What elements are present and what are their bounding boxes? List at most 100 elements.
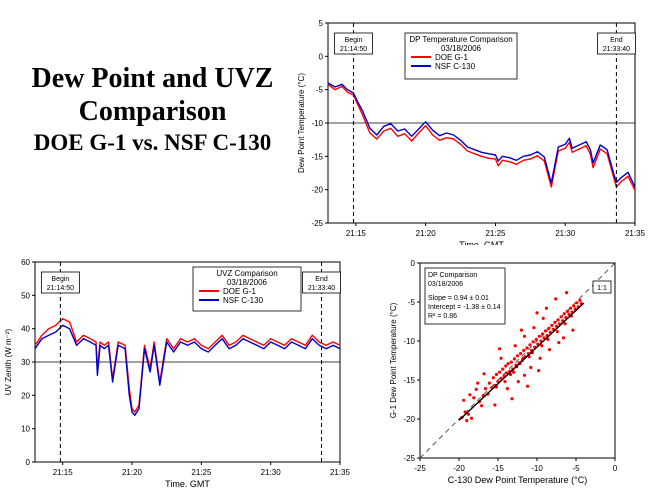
scatter-point — [515, 354, 520, 358]
scatter-point — [505, 371, 509, 375]
x-tick-label: 21:35 — [330, 468, 350, 477]
scatter-point — [487, 381, 491, 385]
scatter-point — [540, 344, 544, 348]
x-tick-label: -25 — [414, 464, 426, 473]
scatter-point — [554, 324, 559, 328]
y-tick-label: 20 — [21, 391, 30, 400]
x-axis-label: Time, GMT — [459, 240, 504, 245]
x-axis-label: Time, GMT — [165, 479, 210, 487]
scatter-point — [544, 306, 548, 310]
scatter-point — [519, 328, 523, 332]
legend-box — [192, 266, 302, 312]
scatter-point — [512, 370, 516, 374]
marker-time: 21:33:40 — [603, 46, 630, 53]
scatter-point — [472, 396, 476, 400]
scatter-point — [465, 419, 469, 423]
scatter-point — [537, 334, 541, 338]
dp-temperature-chart: 21:15 21:20 21:25 21:30 21:35 -25 -20 -15 -10 -5 0… — [297, 19, 646, 245]
scatter-point — [554, 297, 558, 301]
scatter-point — [468, 393, 472, 397]
y-tick-label: 50 — [21, 291, 30, 300]
scatter-point — [541, 316, 545, 320]
legend-title: UVZ Comparison — [216, 269, 277, 278]
scatter-point — [557, 341, 561, 345]
scatter-point — [504, 364, 508, 368]
dp-scatter-chart: -25 -20 -15 -10 -5 0 -25 -20 -15 -10 -5 0 C-130 Dew … — [389, 259, 618, 485]
y-axis-label: Dew Point Temperature (°C) — [297, 73, 306, 173]
scatter-point — [544, 329, 548, 333]
x-tick-label: 21:20 — [416, 229, 437, 238]
scatter-point — [519, 351, 523, 356]
scatter-point — [491, 376, 495, 380]
x-tick-label: 21:15 — [53, 468, 74, 477]
scatter-point — [513, 344, 517, 348]
scatter-point — [565, 309, 569, 313]
scatter-point — [512, 357, 516, 361]
scatter-point — [516, 380, 520, 384]
scatter-point — [535, 311, 539, 315]
title-line-2: Comparison — [78, 96, 227, 127]
y-axis-label: G-1 Dew Point Temperature (°C) — [389, 302, 398, 418]
x-tick-label: -15 — [492, 464, 504, 473]
y-tick-label: 10 — [21, 425, 30, 434]
legend-entry: NSF C-130 — [435, 62, 476, 71]
scatter-point — [528, 343, 532, 347]
title-line-1: Dew Point and UVZ — [31, 63, 274, 94]
scatter-point — [499, 356, 503, 360]
stats-date: 03/18/2006 — [428, 281, 463, 288]
y-tick-label: 0 — [26, 458, 31, 467]
y-tick-label: 60 — [21, 258, 30, 267]
scatter-point — [503, 380, 507, 384]
marker-label: Begin — [345, 37, 363, 44]
scatter-point — [522, 348, 526, 352]
y-tick-label: 30 — [21, 358, 30, 367]
marker-label: End — [315, 276, 328, 283]
legend-title: DP Temperature Comparison — [409, 35, 512, 44]
marker-time: 21:14:50 — [340, 46, 367, 53]
scatter-point — [522, 373, 527, 377]
scatter-point — [540, 332, 545, 336]
legend-entry: NSF C-130 — [223, 296, 264, 305]
scatter-point — [534, 337, 538, 341]
scatter-point — [575, 301, 579, 305]
y-tick-label: -25 — [403, 454, 415, 463]
x-tick-label: 21:35 — [625, 229, 646, 238]
y-tick-label: -15 — [311, 152, 323, 161]
scatter-point — [463, 410, 467, 414]
x-tick-label: 21:25 — [485, 229, 506, 238]
scatter-point — [538, 356, 542, 360]
scatter-point — [505, 387, 509, 391]
end-label-box — [302, 271, 341, 294]
y-tick-label: 0 — [411, 259, 416, 268]
fit-line — [458, 302, 585, 421]
scatter-point — [546, 337, 550, 341]
series-line-c130 — [34, 324, 341, 417]
marker-time: 21:33:40 — [308, 285, 335, 292]
x-tick-label: 21:30 — [555, 229, 576, 238]
stats-line: Intercept = -1.38 ± 0.14 — [428, 304, 501, 311]
scatter-point — [522, 334, 527, 338]
scatter-point — [563, 322, 567, 326]
scatter-point — [561, 336, 566, 340]
legend-date: 03/18/2006 — [227, 278, 268, 287]
stats-box — [424, 267, 506, 325]
one-to-one-label: 1:1 — [597, 285, 607, 292]
series-line-c130 — [327, 82, 636, 188]
x-tick-label: 21:15 — [346, 229, 367, 238]
x-tick-label: -20 — [453, 464, 465, 473]
scatter-point — [532, 326, 536, 330]
marker-time: 21:14:50 — [47, 285, 74, 292]
scatter-point — [565, 291, 569, 295]
scatter-point — [525, 346, 529, 350]
stats-line: Slope = 0.94 ± 0.01 — [428, 295, 489, 302]
one-to-one-line — [419, 262, 616, 459]
end-label-box — [597, 32, 636, 55]
y-tick-label: -20 — [403, 415, 415, 424]
y-tick-label: -10 — [311, 119, 323, 128]
legend-entry: DOE G-1 — [223, 287, 256, 296]
y-tick-label: -5 — [408, 298, 416, 307]
x-axis-label: C-130 Dew Point Temperature (°C) — [448, 475, 588, 485]
x-tick-label: 21:30 — [261, 468, 282, 477]
scatter-point — [498, 370, 502, 374]
scatter-point — [542, 336, 546, 340]
